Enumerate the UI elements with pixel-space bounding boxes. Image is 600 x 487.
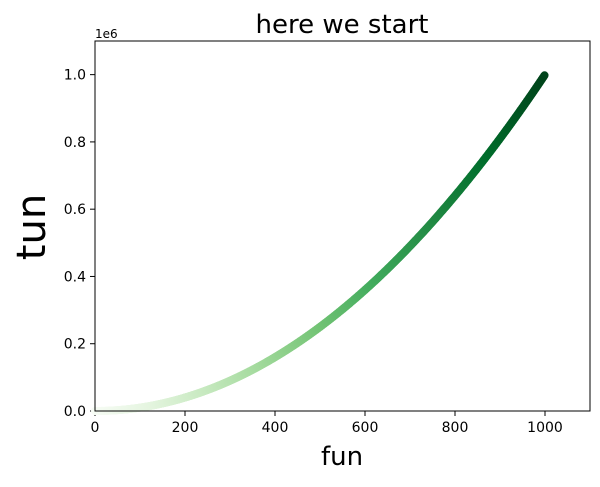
ticks-layer: 0 200 400 600 800 1000 0.0 0.2 0.4 0.6 0.8 1.0 (64, 68, 563, 436)
scatter-point (540, 71, 549, 80)
x-tick-label: 1000 (527, 420, 563, 436)
y-tick-label: 1.0 (64, 68, 86, 84)
scatter-series (91, 71, 549, 415)
y-axis-label: tun (9, 194, 55, 260)
y-tick-label: 0.8 (64, 135, 86, 151)
x-tick-label: 400 (262, 420, 289, 436)
x-axis-label: fun (321, 442, 363, 472)
x-tick-label: 0 (91, 420, 100, 436)
x-tick-label: 200 (172, 420, 199, 436)
x-tick-label: 800 (442, 420, 469, 436)
y-offset-label: 1e6 (95, 27, 118, 41)
chart-title: here we start (256, 10, 429, 40)
y-tick-label: 0.0 (64, 404, 86, 420)
x-tick-label: 600 (352, 420, 379, 436)
y-tick-label: 0.4 (64, 269, 86, 285)
y-tick-label: 0.6 (64, 202, 86, 218)
plot-frame (94, 40, 591, 412)
y-tick-label: 0.2 (64, 337, 86, 353)
